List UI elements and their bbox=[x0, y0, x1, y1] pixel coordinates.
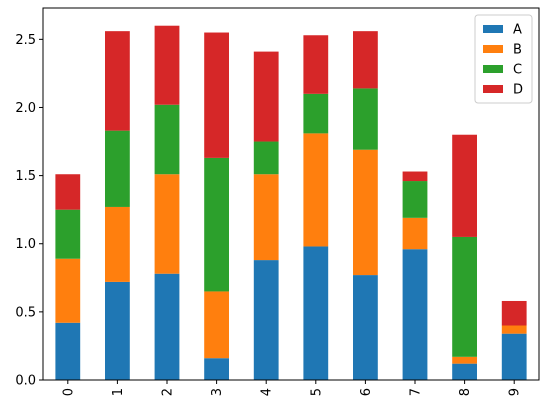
bar-A-5 bbox=[303, 246, 329, 380]
legend-box bbox=[474, 14, 533, 104]
bar-B-5 bbox=[303, 133, 329, 247]
x-tick-label: 6 bbox=[359, 388, 374, 396]
legend-swatch-A bbox=[483, 25, 503, 33]
x-tick-label: 8 bbox=[458, 388, 473, 396]
y-tick-label: 0.0 bbox=[15, 374, 36, 389]
bar-B-4 bbox=[253, 174, 279, 261]
y-tick-label: 2.5 bbox=[15, 33, 36, 48]
bar-B-1 bbox=[105, 206, 130, 282]
bars-layer bbox=[55, 25, 527, 380]
bar-C-5 bbox=[303, 93, 329, 134]
legend-swatch-D bbox=[483, 85, 503, 93]
bar-C-4 bbox=[253, 141, 279, 175]
legend-swatch-B bbox=[483, 45, 503, 53]
bar-D-5 bbox=[303, 35, 329, 94]
x-tick-label: 1 bbox=[111, 388, 126, 396]
x-tick-label: 3 bbox=[210, 388, 225, 396]
legend-label-D: D bbox=[513, 83, 523, 98]
bar-C-6 bbox=[353, 88, 378, 150]
bar-B-9 bbox=[501, 325, 527, 334]
bar-D-8 bbox=[452, 134, 477, 237]
bar-B-3 bbox=[204, 291, 229, 359]
bar-D-3 bbox=[204, 32, 229, 158]
bar-D-4 bbox=[253, 51, 279, 142]
bar-A-0 bbox=[55, 322, 81, 380]
bar-D-2 bbox=[154, 25, 180, 105]
bar-B-6 bbox=[353, 149, 378, 276]
bar-D-9 bbox=[501, 300, 527, 326]
y-tick-label: 1.5 bbox=[15, 169, 36, 184]
bar-D-7 bbox=[402, 171, 428, 182]
bar-A-1 bbox=[105, 281, 130, 380]
y-tick-label: 0.5 bbox=[15, 305, 36, 320]
bar-B-8 bbox=[452, 356, 477, 364]
bar-A-9 bbox=[501, 333, 527, 380]
bar-A-3 bbox=[204, 358, 229, 380]
bar-A-6 bbox=[353, 275, 378, 380]
bar-B-7 bbox=[402, 217, 428, 250]
y-tick-label: 1.0 bbox=[15, 237, 36, 252]
bar-A-4 bbox=[253, 260, 279, 380]
bar-A-2 bbox=[154, 273, 180, 380]
bar-B-0 bbox=[55, 258, 81, 323]
x-tick-label: 7 bbox=[409, 388, 424, 396]
bar-A-8 bbox=[452, 363, 477, 380]
x-tick-label: 4 bbox=[260, 388, 275, 396]
bar-D-6 bbox=[353, 31, 378, 89]
bar-D-0 bbox=[55, 174, 81, 210]
bar-C-3 bbox=[204, 157, 229, 292]
bar-C-7 bbox=[402, 181, 428, 218]
bar-B-2 bbox=[154, 174, 180, 274]
x-tick-label: 2 bbox=[161, 388, 176, 396]
x-tick-label: 0 bbox=[61, 388, 76, 396]
bar-C-1 bbox=[105, 130, 130, 207]
x-tick-label: 5 bbox=[309, 388, 324, 396]
plot-frame bbox=[42, 7, 540, 381]
bar-C-8 bbox=[452, 236, 477, 357]
legend-label-B: B bbox=[513, 43, 522, 58]
legend-swatch-C bbox=[483, 65, 503, 73]
legend-label-C: C bbox=[513, 63, 522, 78]
bar-C-0 bbox=[55, 209, 81, 259]
legend-label-A: A bbox=[513, 23, 522, 38]
bar-A-7 bbox=[402, 249, 428, 380]
bar-D-1 bbox=[105, 31, 130, 131]
x-tick-label: 9 bbox=[508, 388, 523, 396]
axes-layer: 0.0 0.5 1.0 1.5 2.0 2.5 0 1 2 3 4 5 6 7 8 9 bbox=[15, 7, 540, 396]
bar-C-2 bbox=[154, 104, 180, 175]
y-tick-label: 2.0 bbox=[15, 101, 36, 116]
